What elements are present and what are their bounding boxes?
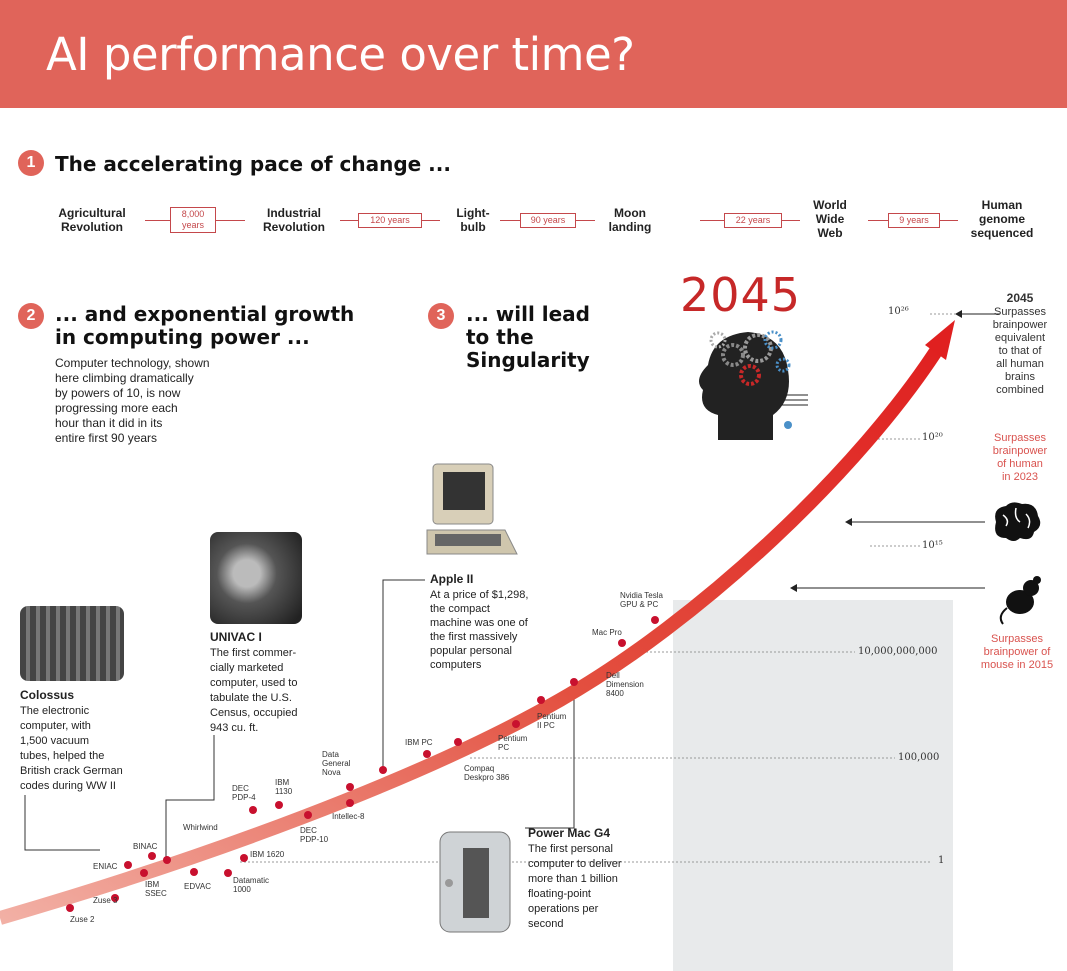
power-mac-body: The first personal computer to deliver m… — [528, 843, 622, 930]
label-edvac: EDVAC — [184, 882, 211, 891]
note-human: Surpasses brainpower of human in 2023 — [992, 432, 1048, 483]
power-mac-title: Power Mac G4 — [528, 826, 611, 840]
event-genome: Human genome sequenced — [970, 198, 1034, 240]
label-datamatic: Datamatic 1000 — [233, 876, 270, 894]
colossus-title: Colossus — [20, 688, 75, 702]
label-dec-pdp-10: DEC PDP-10 — [300, 826, 329, 844]
year-2045-big: 2045 — [680, 268, 802, 322]
label-eniac: ENIAC — [93, 862, 118, 871]
scale-label-100000: 100,000 — [898, 752, 940, 763]
mouse-icon — [999, 576, 1041, 625]
colossus-body: The electronic computer, with 1,500 vacu… — [20, 705, 123, 792]
section-1-title: The accelerating pace of change ... — [55, 152, 451, 176]
apple-ii-title: Apple II — [430, 572, 474, 586]
event-lightbulb: Light- bulb — [456, 206, 490, 234]
label-whirlwind: Whirlwind — [183, 823, 218, 832]
note-2045-body: Surpasses brainpower equivalent to that … — [992, 306, 1048, 396]
colossus-photo — [20, 606, 124, 681]
univac-photo — [210, 532, 302, 624]
label-pentium-pc: Pentium PC — [498, 734, 528, 752]
label-ibm-1620: IBM 1620 — [250, 850, 285, 859]
curve-points — [66, 616, 659, 912]
label-ibm-1130: IBM 1130 — [275, 778, 293, 796]
label-dec-pdp-4: DEC PDP-4 — [232, 784, 256, 802]
univac-title: UNIVAC I — [210, 630, 262, 644]
label-nvidia-tesla: Nvidia Tesla GPU & PC — [620, 591, 663, 609]
label-pentium-ii-pc: Pentium II PC — [537, 712, 567, 730]
interval-5: 9 years — [888, 213, 940, 228]
interval-4: 22 years — [724, 213, 782, 228]
event-www: World Wide Web — [813, 198, 847, 240]
apple-ii-body: At a price of $1,298, the compact machin… — [430, 589, 529, 671]
brain-icon — [995, 502, 1041, 541]
event-industrial: Industrial Revolution — [263, 206, 325, 234]
label-ibm-pc: IBM PC — [405, 738, 433, 747]
apple-ii-photo — [426, 463, 518, 555]
label-intellec-8: Intellec-8 — [332, 812, 365, 821]
head-gears-illustration — [699, 330, 808, 440]
page-title: AI performance over time? — [46, 28, 635, 81]
label-mac-pro: Mac Pro — [592, 628, 622, 637]
event-agricultural: Agricultural Revolution — [58, 206, 126, 234]
label-compaq: Compaq Deskpro 386 — [464, 764, 510, 782]
section-3-title: ... will lead to the Singularity — [466, 302, 590, 372]
future-band — [673, 600, 953, 971]
section-1-number: 1 — [18, 150, 44, 176]
event-moon: Moon landing — [608, 206, 652, 234]
label-binac: BINAC — [133, 842, 158, 851]
scale-label-10-26: 10²⁶ — [888, 306, 909, 317]
label-data-general-nova: Data General Nova — [322, 750, 351, 777]
scale-label-10-billion: 10,000,000,000 — [858, 646, 938, 657]
note-2045-title: 2045 — [1006, 291, 1034, 305]
interval-3: 90 years — [520, 213, 576, 228]
note-mouse: Surpasses brainpower of mouse in 2015 — [980, 633, 1054, 671]
univac-body: The first commer- cially marketed comput… — [210, 647, 298, 734]
label-ibm-ssec: IBM SSEC — [145, 880, 167, 898]
label-zuse-2: Zuse 2 — [70, 915, 95, 924]
section-2-number: 2 — [18, 303, 44, 329]
label-dell-dimension: Dell Dimension 8400 — [606, 671, 644, 698]
scale-label-10-15: 10¹⁵ — [922, 540, 943, 551]
header-bar: AI performance over time? — [0, 0, 1067, 108]
section-2-title: ... and exponential growth in computing … — [55, 302, 355, 349]
scale-label-1: 1 — [938, 855, 945, 866]
scale-label-10-20: 10²⁰ — [922, 432, 943, 443]
interval-1: 8,000 years — [170, 207, 216, 233]
section-3-number: 3 — [428, 303, 454, 329]
interval-2: 120 years — [358, 213, 422, 228]
section-2-body: Computer technology, shown here climbing… — [55, 356, 210, 445]
power-mac-g4-photo — [439, 831, 511, 933]
label-zuse-3: Zuse 3 — [93, 896, 118, 905]
